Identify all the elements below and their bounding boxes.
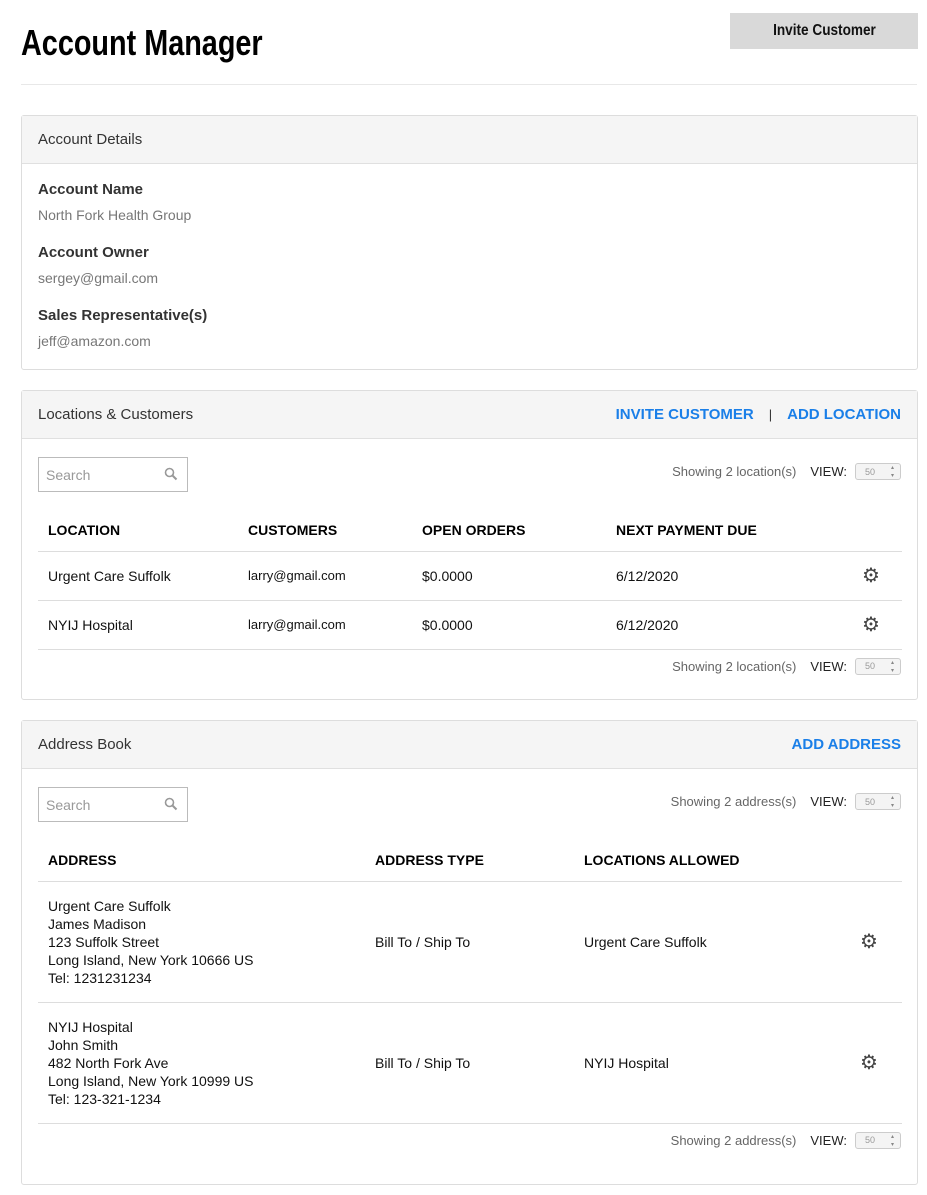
view-select[interactable]: 50 — [855, 657, 901, 675]
view-label: VIEW: — [810, 1132, 847, 1148]
open-orders-cell: $0.0000 — [412, 600, 606, 650]
view-value: 50 — [865, 466, 876, 477]
address-line: Tel: 123-321-1234 — [48, 1090, 161, 1107]
col-location: LOCATION — [38, 509, 238, 552]
sales-rep-value: jeff@amazon.com — [38, 333, 151, 349]
address-line: 482 North Fork Ave — [48, 1054, 169, 1071]
showing-count: Showing 2 location(s) — [672, 464, 797, 479]
address-line: John Smith — [48, 1036, 119, 1053]
col-customers: CUSTOMERS — [238, 509, 412, 552]
invite-customer-link[interactable]: INVITE CUSTOMER — [615, 406, 754, 423]
panel-header: Locations & Customers INVITE CUSTOMER | … — [22, 391, 917, 439]
view-value: 50 — [865, 796, 876, 807]
address-type-cell: Bill To / Ship To — [365, 881, 574, 1003]
page-title: Account Manager — [21, 22, 263, 63]
account-owner-value: sergey@gmail.com — [38, 270, 159, 286]
location-cell: Urgent Care Suffolk — [38, 551, 238, 601]
view-select[interactable]: 50 — [855, 793, 901, 810]
account-name-value: North Fork Health Group — [38, 207, 192, 223]
search-icon — [164, 467, 178, 481]
panel-title: Locations & Customers — [38, 406, 194, 423]
address-line: Long Island, New York 10666 US — [48, 951, 254, 968]
col-locations-allowed: LOCATIONS ALLOWED — [574, 839, 850, 882]
location-search-input[interactable]: Search — [38, 457, 188, 492]
showing-count: Showing 2 address(s) — [670, 1132, 797, 1148]
panel-title: Address Book — [38, 736, 132, 753]
table-row: NYIJ Hospital larry@gmail.com $0.0000 6/12/… — [38, 600, 902, 650]
gear-icon[interactable]: ⚙ — [862, 614, 880, 636]
address-line: Tel: 1231231234 — [48, 969, 152, 986]
address-type-cell: Bill To / Ship To — [365, 1002, 574, 1124]
gear-icon[interactable]: ⚙ — [860, 1052, 878, 1074]
invite-customer-label: Invite Customer — [772, 22, 876, 39]
panel-header: Address Book ADD ADDRESS — [22, 721, 917, 769]
add-location-link[interactable]: ADD LOCATION — [787, 406, 901, 423]
address-table: ADDRESS ADDRESS TYPE LOCATIONS ALLOWED Urg… — [38, 839, 902, 1124]
address-line: 123 Suffolk Street — [48, 933, 160, 950]
address-line: Long Island, New York 10999 US — [48, 1072, 254, 1089]
table-row: Urgent Care Suffolk larry@gmail.com $0.000… — [38, 551, 902, 601]
add-address-link[interactable]: ADD ADDRESS — [791, 736, 901, 753]
address-book-panel: Address Book ADD ADDRESS Search Showing … — [21, 720, 918, 1185]
customer-cell: larry@gmail.com — [238, 600, 412, 650]
showing-count: Showing 2 location(s) — [672, 658, 797, 674]
field-label: Account Owner — [38, 244, 149, 261]
address-line: James Madison — [48, 915, 147, 932]
view-select[interactable]: 50 — [855, 1131, 901, 1149]
gear-icon[interactable]: ⚙ — [860, 931, 878, 953]
address-search-input[interactable]: Search — [38, 787, 188, 822]
field-label: Account Name — [38, 181, 144, 198]
col-address-type: ADDRESS TYPE — [365, 839, 574, 882]
payment-due-cell: 6/12/2020 — [606, 551, 852, 601]
payment-due-cell: 6/12/2020 — [606, 600, 852, 650]
separator: | — [768, 407, 773, 422]
search-icon — [164, 797, 178, 811]
locations-allowed-cell: NYIJ Hospital — [574, 1002, 850, 1124]
col-open-orders: OPEN ORDERS — [412, 509, 606, 552]
search-placeholder: Search — [46, 796, 91, 813]
view-value: 50 — [865, 1135, 876, 1145]
table-row: Urgent Care Suffolk James Madison 123 Suff… — [38, 881, 902, 1003]
locations-panel: Locations & Customers INVITE CUSTOMER | … — [21, 390, 918, 700]
view-select[interactable]: 50 — [855, 463, 901, 480]
col-next-payment: NEXT PAYMENT DUE — [606, 509, 852, 552]
locations-table: LOCATION CUSTOMERS OPEN ORDERS NEXT PAYMENT… — [38, 509, 902, 650]
location-cell: NYIJ Hospital — [38, 600, 238, 650]
gear-icon[interactable]: ⚙ — [862, 565, 880, 587]
panel-header: Account Details — [22, 116, 917, 164]
account-details-panel: Account Details Account Name North Fork … — [21, 115, 918, 370]
customer-cell: larry@gmail.com — [238, 551, 412, 601]
search-placeholder: Search — [46, 466, 91, 483]
open-orders-cell: $0.0000 — [412, 551, 606, 601]
panel-title: Account Details — [38, 131, 143, 148]
locations-allowed-cell: Urgent Care Suffolk — [574, 881, 850, 1003]
view-label: VIEW: — [810, 658, 847, 674]
address-cell: Urgent Care Suffolk James Madison 123 Suff… — [38, 881, 365, 1003]
showing-count: Showing 2 address(s) — [670, 794, 797, 809]
address-line: Urgent Care Suffolk — [48, 897, 171, 914]
field-label: Sales Representative(s) — [38, 307, 208, 324]
table-row: NYIJ Hospital John Smith 482 North Fork Av… — [38, 1002, 902, 1124]
invite-customer-button[interactable]: Invite Customer — [730, 13, 918, 49]
header-divider — [21, 84, 917, 85]
address-line: NYIJ Hospital — [48, 1018, 133, 1035]
view-value: 50 — [865, 661, 876, 671]
col-address: ADDRESS — [38, 839, 365, 882]
address-cell: NYIJ Hospital John Smith 482 North Fork Av… — [38, 1002, 365, 1124]
view-label: VIEW: — [810, 464, 847, 479]
view-label: VIEW: — [810, 794, 847, 809]
